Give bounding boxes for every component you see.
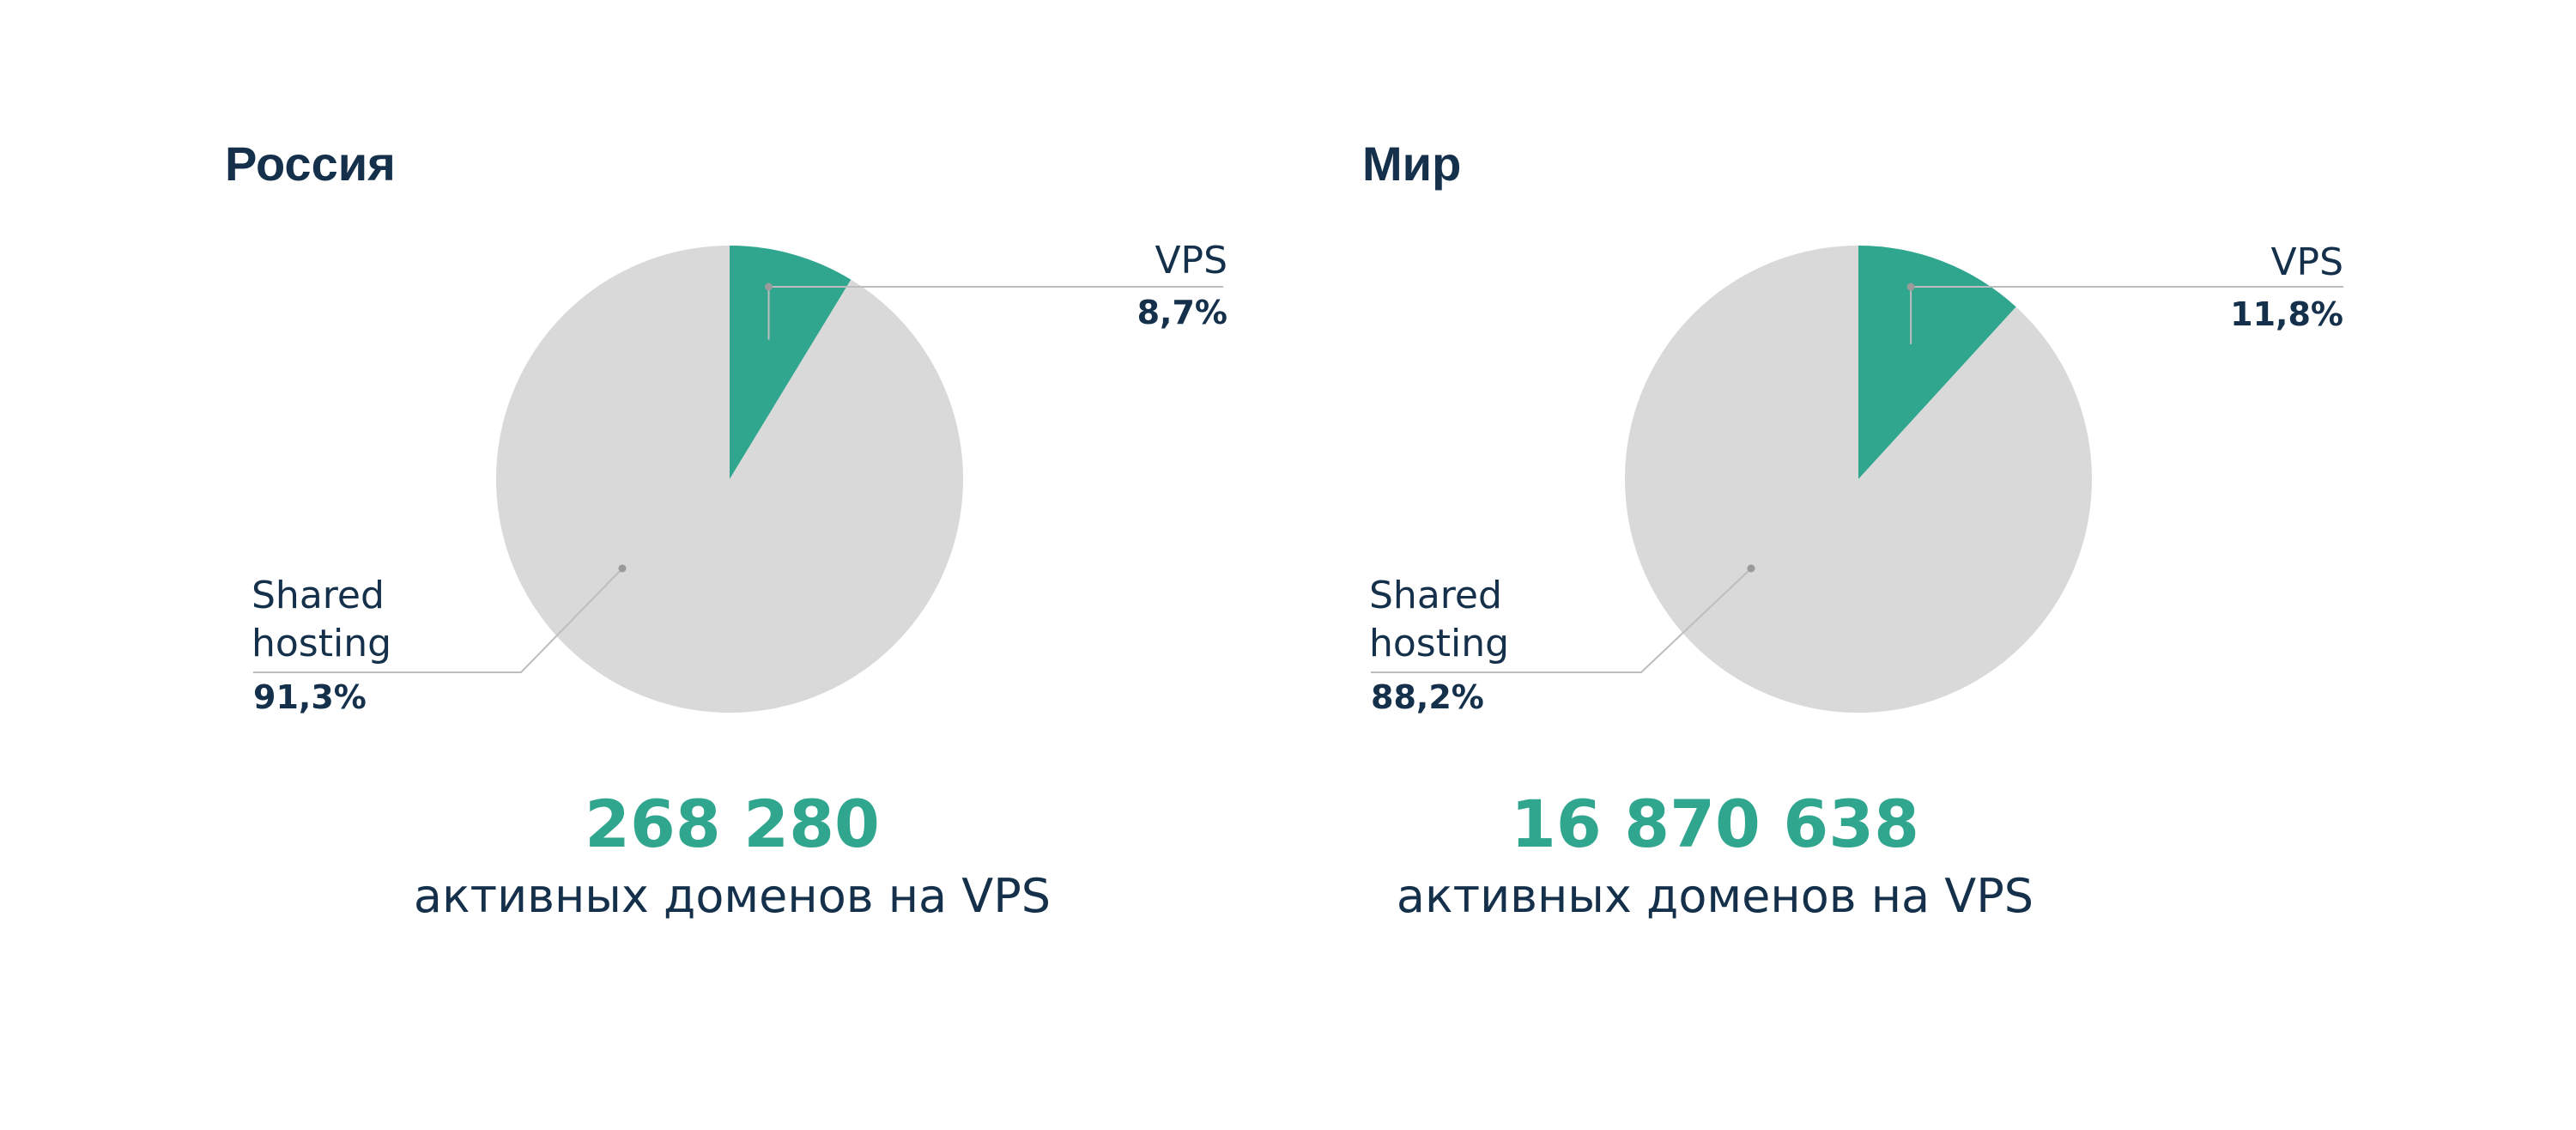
- pie-chart: [253, 246, 1223, 714]
- slice-label-vps: VPS: [2270, 240, 2343, 284]
- leader-dot-shared: [1747, 564, 1755, 573]
- headline-caption: активных доменов на VPS: [1396, 869, 2034, 923]
- pie-slice-shared: [1625, 246, 2092, 713]
- headline-number: 268 280: [585, 786, 880, 862]
- chart-panel-world: Мир VPS 11,8% Shared hosting 88,2% 16 87…: [1288, 0, 2575, 1130]
- chart-title: Мир: [1362, 137, 1462, 191]
- headline-number: 16 870 638: [1511, 786, 1919, 862]
- pie-chart: [1371, 246, 2343, 713]
- slice-label-shared: Shared hosting: [1369, 574, 1510, 665]
- pie-slice-vps: [730, 246, 852, 479]
- slice-value-vps: 8,7%: [1136, 294, 1227, 331]
- leader-line-shared: [253, 568, 623, 673]
- slice-value-shared: 88,2%: [1371, 678, 1484, 716]
- leader-dot-vps: [765, 282, 773, 291]
- slice-label-shared: Shared hosting: [252, 574, 392, 665]
- chart-panel-russia: Россия VPS 8,7% Shared hosting 91,3% 268…: [225, 137, 1227, 923]
- slice-value-shared: 91,3%: [253, 678, 367, 716]
- chart-title: Россия: [225, 137, 396, 191]
- pie-slice-shared: [496, 246, 963, 714]
- leader-line-shared: [1371, 568, 1752, 673]
- slice-value-vps: 11,8%: [2230, 295, 2343, 333]
- slice-label-vps: VPS: [1155, 239, 1227, 282]
- pie-slice-vps: [1858, 246, 2016, 479]
- headline-caption: активных доменов на VPS: [413, 869, 1052, 923]
- leader-dot-vps: [1906, 282, 1915, 291]
- leader-dot-shared: [618, 564, 627, 573]
